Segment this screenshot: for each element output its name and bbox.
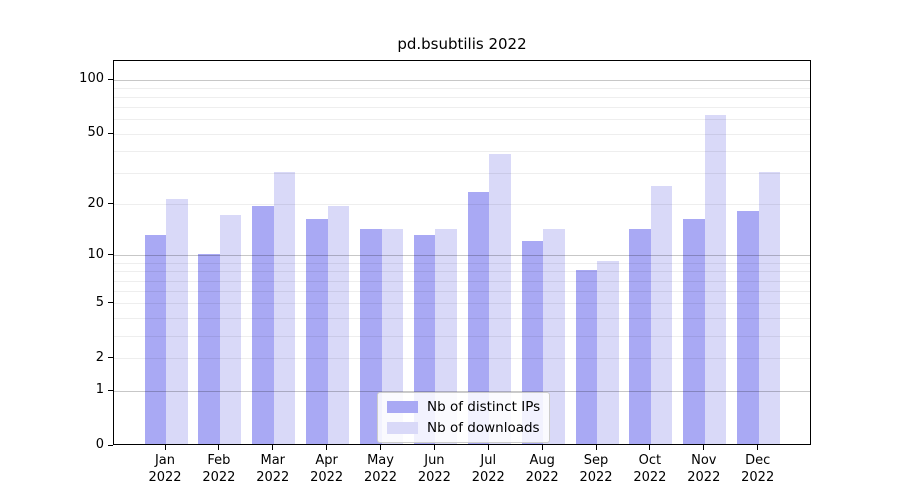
- gridline-3: [114, 335, 810, 337]
- x-tick-label-nov: Nov 2022: [687, 453, 721, 485]
- bar-distinct-ips-jul: [467, 192, 490, 444]
- bar-distinct-ips-feb: [198, 253, 220, 444]
- x-tick-label-mar: Mar 2022: [256, 453, 290, 485]
- x-tick-label-aug: Aug 2022: [525, 453, 559, 485]
- bar-downloads-apr: [327, 206, 350, 444]
- x-tick-label-may: May 2022: [363, 453, 398, 485]
- y-tick-mark-1: [108, 389, 113, 391]
- x-tick-label-sep: Sep 2022: [579, 453, 613, 485]
- gridline-6: [114, 291, 810, 293]
- bar-distinct-ips-may: [360, 229, 382, 444]
- y-tick-label-1: 1: [95, 382, 104, 398]
- x-tick-mark-mar: [272, 445, 274, 450]
- gridline-10: [114, 255, 810, 257]
- bar-downloads-oct: [650, 185, 673, 444]
- bar-distinct-ips-sep: [575, 269, 598, 444]
- legend-label-distinct-ips: Nb of distinct IPs: [427, 399, 541, 415]
- gridline-2: [114, 358, 810, 360]
- gridline-90: [114, 87, 810, 89]
- legend-item-distinct-ips: Nb of distinct IPs: [387, 399, 540, 415]
- y-tick-mark-0: [108, 444, 113, 446]
- x-tick-mark-jul: [487, 445, 489, 450]
- bar-distinct-ips-apr: [306, 219, 328, 444]
- bar-downloads-sep: [597, 261, 619, 444]
- x-tick-mark-jun: [433, 445, 435, 450]
- x-tick-mark-apr: [326, 445, 328, 450]
- bar-downloads-dec: [758, 171, 781, 444]
- chart-title: pd.bsubtilis 2022: [397, 35, 527, 53]
- gridline-5: [114, 303, 810, 305]
- y-tick-mark-10: [108, 254, 113, 256]
- bar-distinct-ips-mar: [252, 206, 274, 444]
- y-tick-mark-2: [108, 357, 113, 359]
- bar-distinct-ips-dec: [737, 210, 759, 444]
- x-tick-label-oct: Oct 2022: [633, 453, 667, 485]
- bar-distinct-ips-jan: [144, 234, 166, 444]
- y-tick-label-50: 50: [87, 125, 104, 141]
- y-tick-mark-5: [108, 302, 113, 304]
- bar-downloads-mar: [273, 171, 296, 444]
- gridline-8: [114, 271, 810, 273]
- gridline-40: [114, 151, 810, 152]
- gridline-70: [114, 107, 810, 109]
- x-tick-label-jul: Jul 2022: [471, 453, 505, 485]
- gridline-60: [114, 119, 810, 121]
- x-tick-label-jun: Jun 2022: [417, 453, 451, 485]
- gridline-20: [114, 204, 810, 206]
- plot-area: [113, 60, 811, 445]
- y-tick-label-0: 0: [95, 437, 104, 452]
- legend-item-downloads: Nb of downloads: [387, 420, 540, 436]
- bar-downloads-jan: [166, 198, 188, 444]
- gridline-7: [114, 280, 810, 282]
- y-tick-label-100: 100: [79, 71, 104, 86]
- x-tick-label-apr: Apr 2022: [310, 453, 344, 485]
- legend-swatch-downloads: [387, 422, 418, 434]
- x-tick-mark-jan: [164, 445, 166, 450]
- x-tick-mark-feb: [218, 445, 220, 450]
- bar-downloads-jul: [489, 153, 511, 444]
- y-tick-mark-20: [108, 203, 113, 205]
- legend-swatch-distinct-ips: [387, 401, 418, 413]
- x-tick-label-jan: Jan 2022: [148, 453, 182, 485]
- x-tick-mark-oct: [649, 445, 651, 450]
- gridline-50: [114, 133, 810, 135]
- gridline-4: [114, 317, 810, 319]
- y-tick-mark-50: [108, 132, 113, 134]
- bar-downloads-feb: [219, 214, 242, 444]
- x-tick-label-dec: Dec 2022: [741, 453, 775, 485]
- gridline-9: [114, 262, 810, 264]
- y-tick-label-5: 5: [95, 294, 104, 310]
- y-tick-label-10: 10: [87, 246, 104, 262]
- gridline-30: [114, 173, 810, 175]
- x-tick-label-feb: Feb 2022: [202, 453, 236, 485]
- x-tick-mark-aug: [541, 445, 543, 450]
- bar-downloads-may: [381, 229, 404, 444]
- x-tick-mark-dec: [757, 445, 759, 450]
- y-tick-label-20: 20: [87, 195, 104, 211]
- x-tick-mark-may: [380, 445, 382, 450]
- bar-downloads-nov: [704, 115, 727, 444]
- bar-downloads-jun: [435, 229, 457, 444]
- bar-downloads-aug: [543, 229, 565, 444]
- bar-distinct-ips-jun: [413, 234, 436, 444]
- gridline-100: [114, 79, 810, 81]
- y-tick-mark-100: [108, 78, 113, 80]
- x-tick-mark-nov: [703, 445, 705, 450]
- gridline-1: [114, 390, 810, 392]
- legend-label-downloads: Nb of downloads: [427, 420, 540, 436]
- bar-distinct-ips-oct: [629, 229, 651, 444]
- gridline-80: [114, 97, 810, 98]
- y-tick-label-2: 2: [95, 349, 104, 365]
- x-tick-mark-sep: [595, 445, 597, 450]
- bar-distinct-ips-nov: [683, 219, 705, 444]
- legend: Nb of distinct IPs Nb of downloads: [377, 392, 551, 443]
